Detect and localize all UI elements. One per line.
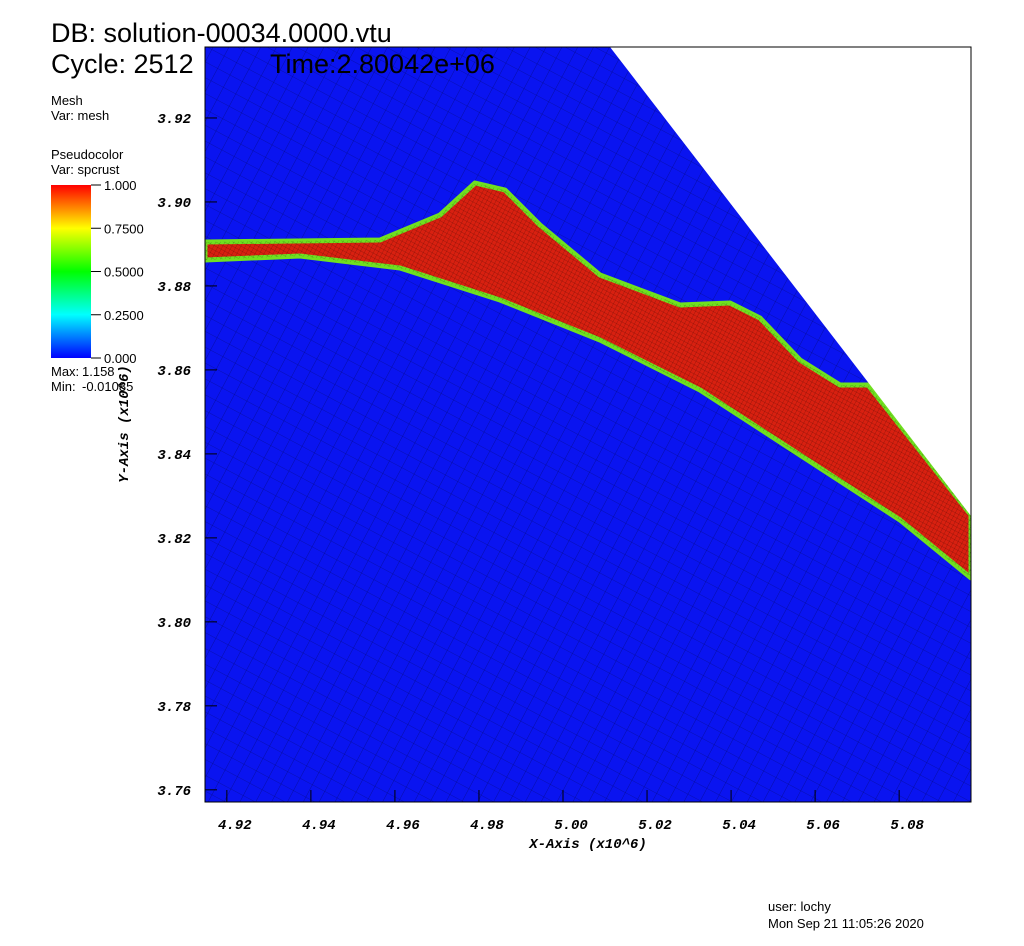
date: Mon Sep 21 11:05:26 2020 <box>768 916 924 931</box>
x-tick-label: 5.00 <box>554 818 588 834</box>
max-value: 1.158 <box>82 364 115 379</box>
legend-plot-var: Var: spcrust <box>51 162 120 177</box>
min-label: Min: <box>51 379 76 394</box>
db-title: DB: solution-00034.0000.vtu <box>51 18 392 48</box>
y-axis-label: Y-Axis (x10^6) <box>117 365 133 483</box>
colorbar-tick-label: 1.000 <box>104 178 137 193</box>
y-tick-label: 3.84 <box>157 448 191 464</box>
x-tick-label: 5.04 <box>722 818 756 834</box>
colorbar-tick-label: 0.7500 <box>104 221 144 236</box>
y-tick-label: 3.76 <box>157 784 191 800</box>
y-tick-label: 3.88 <box>157 280 191 296</box>
colorbar-tick-label: 0.000 <box>104 351 137 366</box>
y-tick-label: 3.80 <box>157 616 191 632</box>
y-tick-label: 3.92 <box>157 112 191 128</box>
y-tick-label: 3.82 <box>157 532 191 548</box>
x-tick-label: 4.94 <box>302 818 336 834</box>
x-tick-label: 5.06 <box>806 818 840 834</box>
colorbar-tick-label: 0.5000 <box>104 265 144 280</box>
y-tick-label: 3.90 <box>157 196 191 212</box>
x-tick-label: 4.98 <box>470 818 504 834</box>
legend-plot: Pseudocolor <box>51 147 124 162</box>
colorbar <box>51 185 91 358</box>
x-tick-label: 5.08 <box>890 818 924 834</box>
time: Time:2.80042e+06 <box>270 49 495 79</box>
x-axis-label: X-Axis (x10^6) <box>528 837 647 853</box>
colorbar-tick-label: 0.2500 <box>104 308 144 323</box>
x-tick-label: 4.92 <box>218 818 252 834</box>
plot-frame <box>204 46 972 803</box>
cycle: Cycle: 2512 <box>51 49 194 79</box>
legend-mesh: Mesh <box>51 93 83 108</box>
x-tick-label: 4.96 <box>386 818 420 834</box>
y-tick-label: 3.78 <box>157 700 191 716</box>
user: user: lochy <box>768 899 831 914</box>
min-value: -0.01085 <box>82 379 133 394</box>
y-tick-label: 3.86 <box>157 364 191 380</box>
x-tick-label: 5.02 <box>638 818 672 834</box>
legend-mesh-var: Var: mesh <box>51 108 109 123</box>
max-label: Max: <box>51 364 79 379</box>
field <box>205 47 971 802</box>
